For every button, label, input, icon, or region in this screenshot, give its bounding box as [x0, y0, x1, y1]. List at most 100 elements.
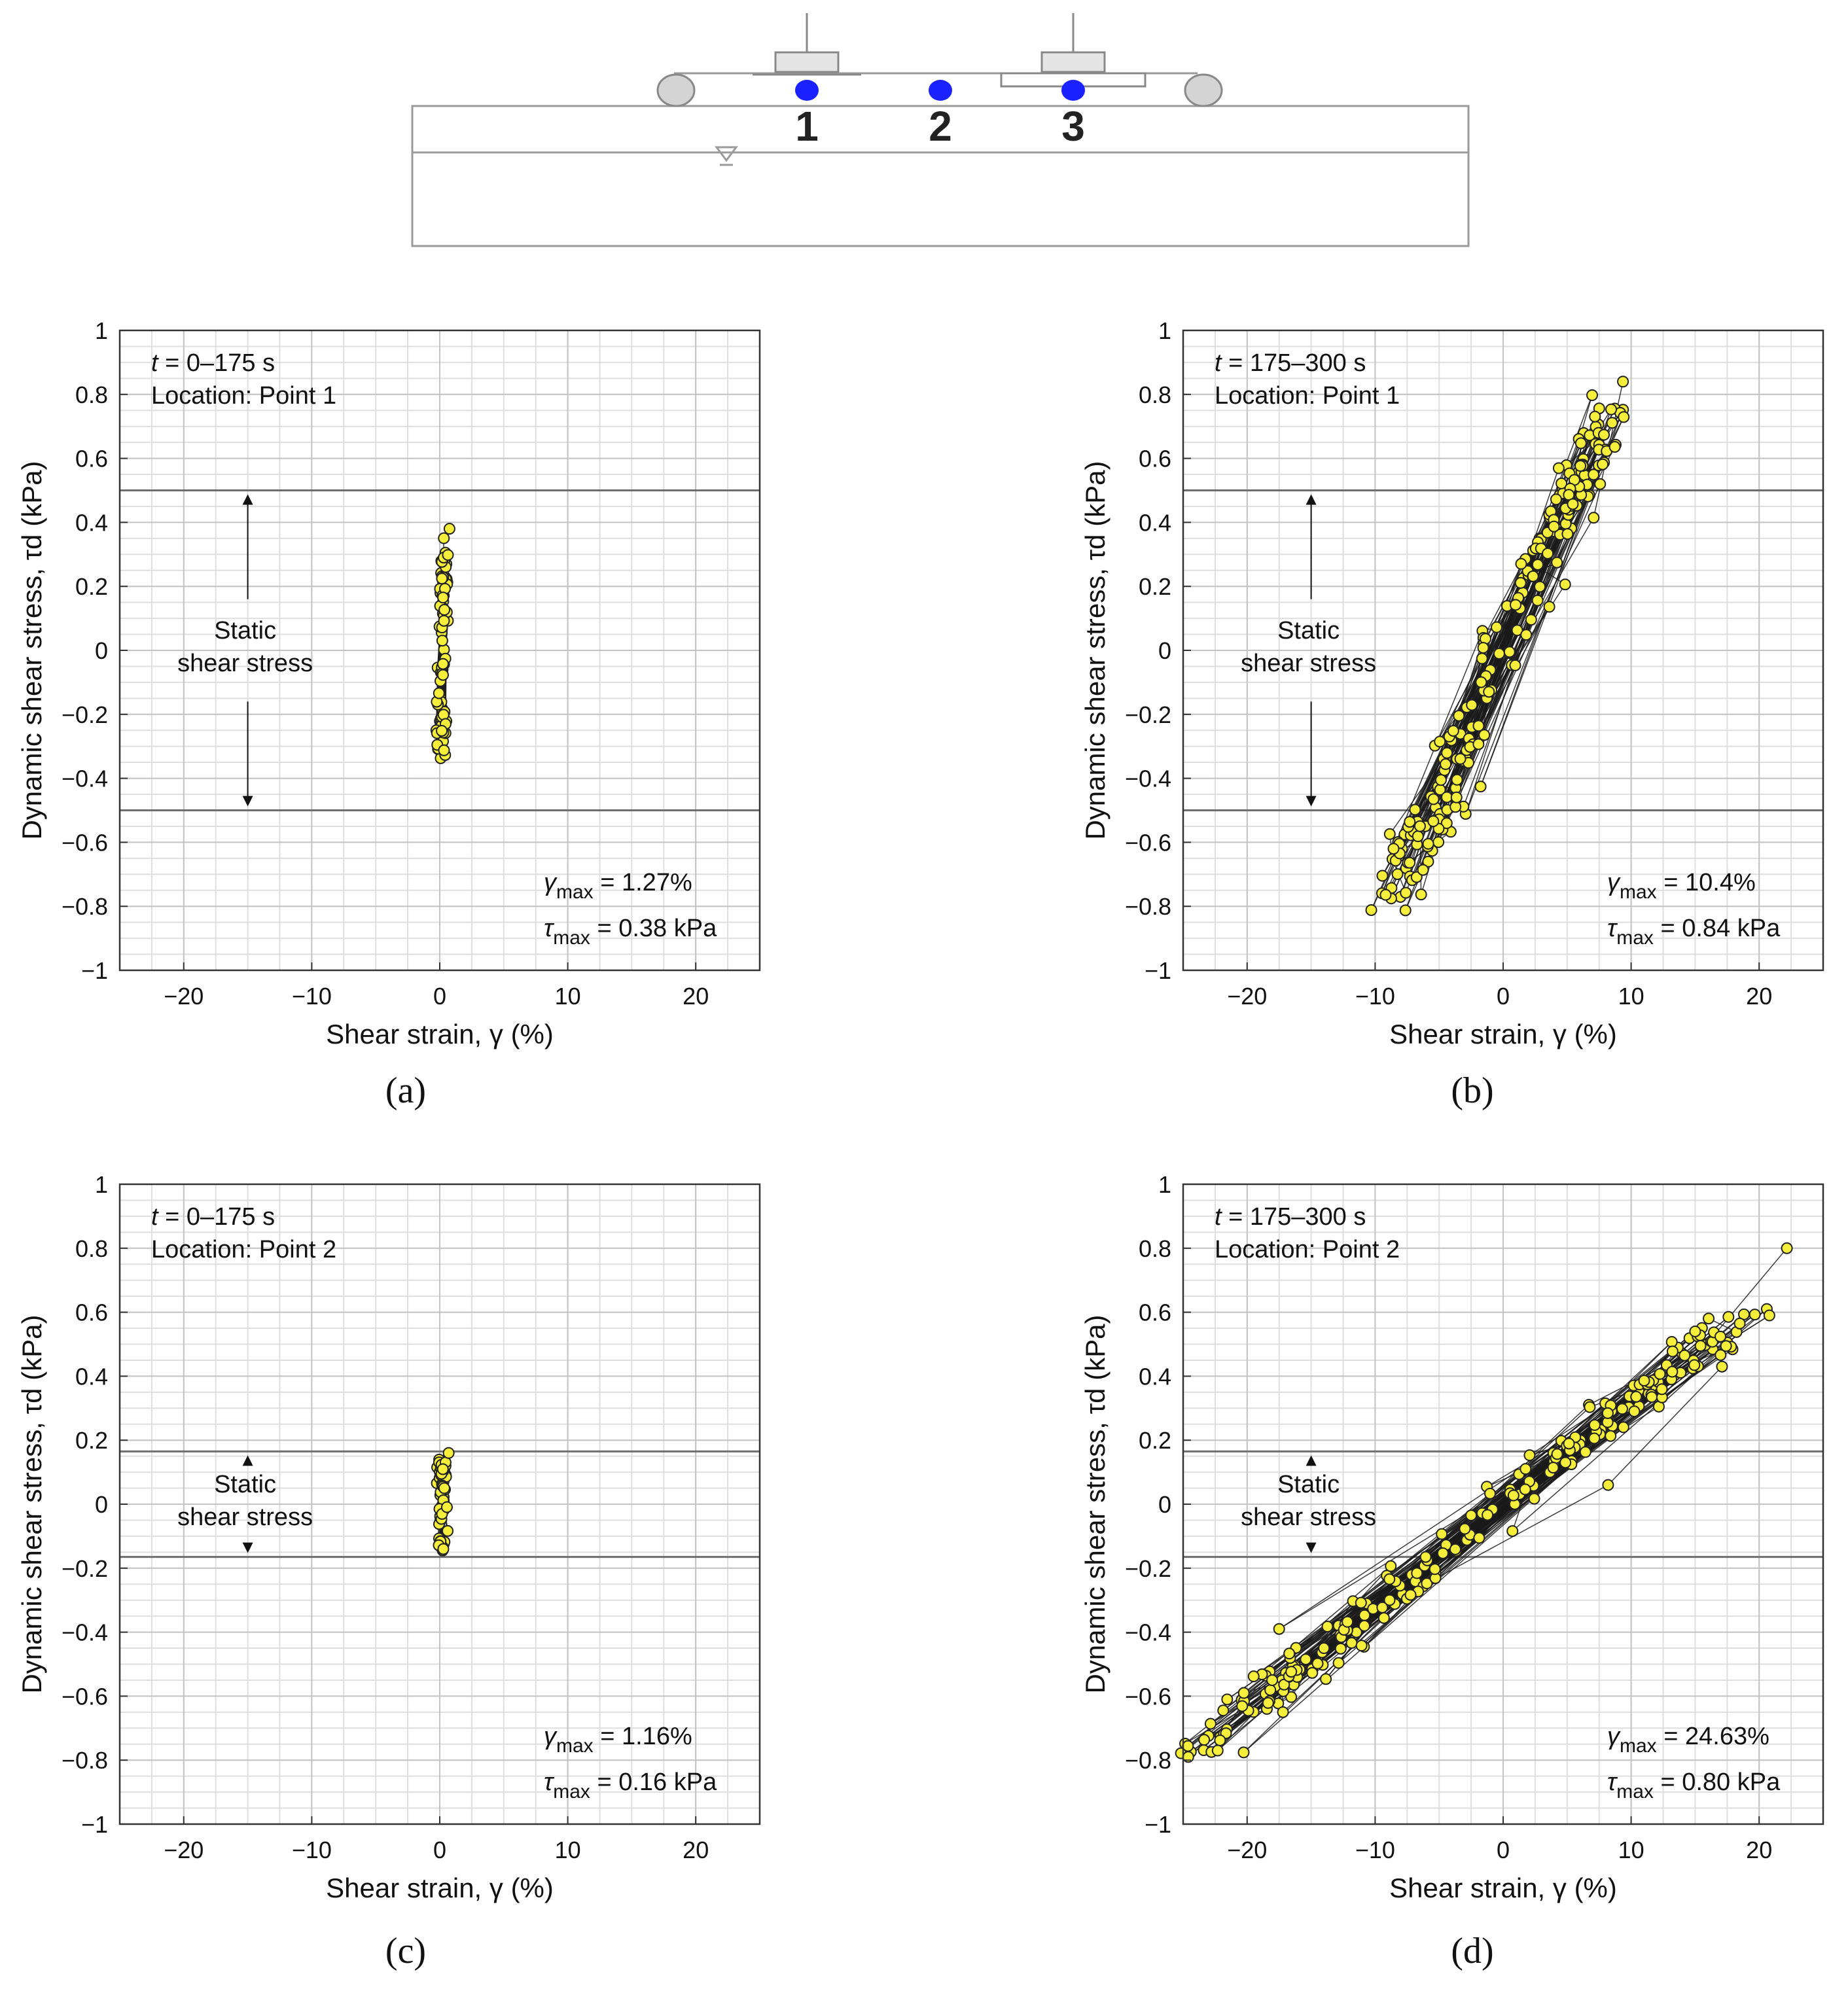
panel-a-label: (a): [340, 1070, 471, 1112]
data-point: [1404, 858, 1415, 868]
location-label: Location: Point 1: [151, 382, 336, 410]
data-point: [1400, 905, 1411, 915]
y-tick-label: 0.8: [75, 1235, 108, 1262]
data-point: [1607, 417, 1618, 428]
data-point: [1631, 1392, 1641, 1402]
data-point: [1567, 499, 1578, 509]
y-tick-label: 1: [95, 317, 108, 344]
y-tick-label: −0.8: [1125, 1747, 1171, 1774]
data-point: [1237, 1701, 1247, 1712]
data-point: [1429, 794, 1439, 804]
data-point: [1603, 1408, 1613, 1418]
data-point: [1535, 582, 1545, 592]
y-tick-label: −0.8: [62, 893, 108, 920]
y-tick-label: −1: [81, 957, 108, 984]
data-point: [1590, 412, 1600, 422]
data-point: [1716, 1362, 1727, 1372]
data-point: [1689, 1360, 1699, 1370]
data-point: [1524, 1450, 1535, 1460]
data-point: [1379, 1613, 1389, 1623]
data-point: [1599, 430, 1609, 440]
y-tick-label: −0.4: [62, 1619, 108, 1646]
location-label: Location: Point 1: [1215, 382, 1400, 410]
data-point: [1690, 1326, 1700, 1337]
x-tick-label: 10: [1618, 983, 1644, 1010]
data-point: [1423, 839, 1434, 849]
data-point: [438, 1464, 448, 1474]
data-point: [1238, 1747, 1249, 1757]
hysteresis-segment: [1463, 410, 1611, 807]
data-point: [1213, 1746, 1223, 1756]
data-point: [438, 659, 448, 669]
data-point: [1412, 1568, 1422, 1578]
y-tick-label: 0.4: [75, 509, 108, 536]
x-tick-label: 0: [433, 1837, 446, 1863]
y-tick-label: 0.6: [75, 1299, 108, 1326]
data-point: [1466, 1510, 1476, 1521]
data-point: [1286, 1666, 1296, 1677]
panel-d-label: (d): [1407, 1930, 1538, 1972]
data-point: [1473, 720, 1484, 731]
data-point: [1440, 759, 1451, 769]
data-point: [1548, 1462, 1559, 1473]
data-point: [1442, 748, 1452, 758]
x-tick-label: −20: [164, 1837, 204, 1863]
data-point: [1477, 654, 1487, 664]
data-point: [444, 523, 455, 534]
data-point: [1428, 816, 1438, 826]
y-tick-label: 0.2: [1139, 1427, 1171, 1454]
data-point: [1416, 889, 1427, 900]
arrow-up-icon: [243, 495, 253, 505]
data-point: [442, 1502, 452, 1513]
data-point: [1357, 1640, 1367, 1651]
x-tick-label: −10: [292, 1837, 332, 1863]
panel-c-label: (c): [340, 1930, 471, 1972]
x-tick-label: −10: [1355, 983, 1395, 1010]
x-tick-label: 0: [1497, 983, 1510, 1010]
data-point: [1400, 887, 1411, 898]
data-point: [1313, 1659, 1323, 1669]
data-point: [1322, 1621, 1332, 1632]
data-point: [1504, 646, 1515, 657]
data-point: [1618, 1422, 1629, 1432]
data-point: [1575, 461, 1586, 471]
data-point: [1549, 521, 1559, 532]
y-tick-label: −0.4: [62, 766, 108, 792]
data-point: [1278, 1707, 1288, 1717]
arrow-down-icon: [1306, 796, 1317, 807]
y-tick-label: 0: [1158, 1491, 1171, 1518]
arrow-down-icon: [243, 796, 253, 807]
x-tick-label: 10: [555, 983, 581, 1010]
data-point: [1438, 1548, 1448, 1558]
y-tick-label: 0.4: [75, 1363, 108, 1390]
data-point: [1580, 1447, 1591, 1457]
y-tick-label: 0: [95, 637, 108, 664]
data-point: [1584, 1402, 1595, 1413]
data-point: [1551, 494, 1561, 504]
data-point: [1544, 601, 1555, 612]
data-point: [1560, 1457, 1571, 1468]
arrow-up-icon: [243, 1455, 253, 1466]
data-point: [1347, 1638, 1357, 1648]
data-point: [1421, 1552, 1431, 1562]
data-point: [1450, 1544, 1461, 1555]
point-3-marker: [1061, 80, 1085, 101]
x-tick-label: −10: [1355, 1837, 1395, 1863]
data-point: [1629, 1406, 1639, 1417]
static-label-line2: shear stress: [177, 1504, 313, 1531]
data-point: [1520, 1464, 1531, 1474]
data-point: [1334, 1658, 1344, 1668]
data-point: [1434, 736, 1445, 747]
x-tick-label: −20: [1227, 983, 1267, 1010]
data-point: [1510, 599, 1521, 610]
data-point: [1215, 1735, 1225, 1746]
data-point: [1533, 559, 1543, 570]
static-label-line2: shear stress: [1241, 650, 1376, 677]
data-point: [436, 573, 447, 584]
data-point: [438, 670, 448, 680]
data-point: [1560, 579, 1571, 590]
